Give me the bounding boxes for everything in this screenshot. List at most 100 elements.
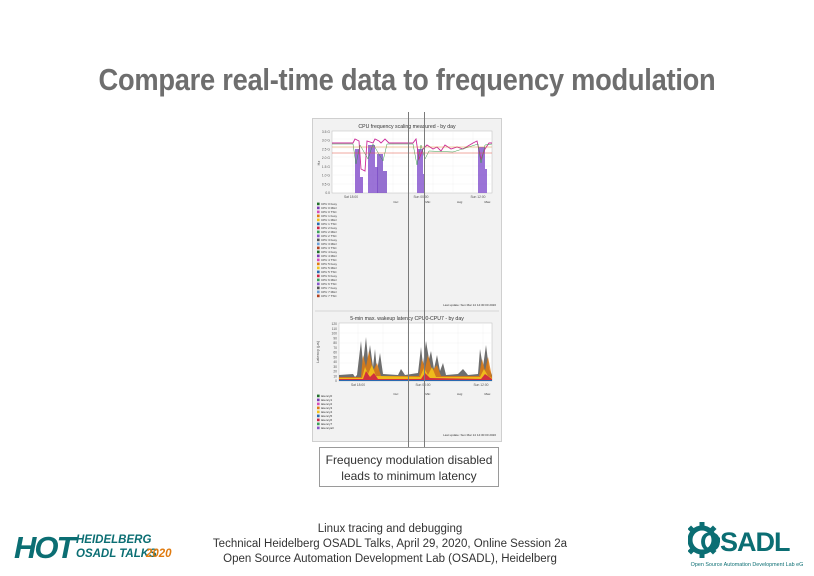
- chart1-legend-swatch: [317, 238, 320, 242]
- chart2-y-tick: 90: [333, 336, 337, 340]
- hot-logo-line2: OSADL TALKS: [76, 548, 157, 560]
- chart1-legend-entry: CPU 7 busy: [321, 286, 338, 290]
- chart2-legend-entry: latency3: [321, 406, 333, 410]
- chart1-y-tick: 1.0 G: [322, 174, 330, 178]
- chart1-legend-entry: CPU 7 TSC: [321, 294, 337, 298]
- chart1-legend-header-cell: Max:: [484, 200, 491, 204]
- chart1-legend-entry: CPU 1 MHz: [321, 218, 337, 222]
- chart2-series: [339, 337, 492, 381]
- chart1-legend-swatch: [317, 250, 320, 254]
- chart1-legend-swatch: [317, 254, 320, 258]
- chart2-x-tick: Sun 12:00: [473, 383, 488, 387]
- chart1-legend-swatch: [317, 210, 320, 214]
- chart2-legend-entry: latency6: [321, 418, 333, 422]
- chart2-legend-swatch: [317, 402, 320, 406]
- chart2-y-tick: 0: [335, 379, 337, 383]
- chart2-y-tick: 110: [332, 327, 337, 331]
- chart2-legend-entry: latency5: [321, 414, 333, 418]
- chart1-title: CPU frequency scaling measured - by day: [358, 124, 456, 130]
- chart2-legend-entry: latency0: [321, 394, 333, 398]
- chart1-legend-entry: CPU 6 TSC: [321, 282, 337, 286]
- chart2-legend-header-cell: Avg:: [457, 392, 463, 396]
- callout-line-1: Frequency modulation disabled: [325, 453, 493, 467]
- chart1-legend-entry: CPU 2 TSC: [321, 234, 337, 238]
- chart2-y-tick: 10: [333, 374, 337, 378]
- chart2-legend-entry: latency1: [321, 398, 333, 402]
- chart1-legend-entry: CPU 1 busy: [321, 214, 338, 218]
- chart2-legend-swatch: [317, 414, 320, 418]
- chart1-legend-entry: CPU 3 busy: [321, 238, 338, 242]
- chart1-legend-swatch: [317, 262, 320, 266]
- chart2-y-tick: 70: [333, 346, 337, 350]
- chart2-x-tick: Sat 18:00: [351, 383, 365, 387]
- osadl-gear-icon: [688, 522, 720, 558]
- chart2-legend-swatch: [317, 398, 320, 402]
- chart1-series: [332, 137, 493, 193]
- chart1-legend-header-cell: Avg:: [457, 200, 463, 204]
- chart1-legend-swatch: [317, 206, 320, 210]
- osadl-logo-name: OSADL: [700, 527, 790, 557]
- chart1-legend-swatch: [317, 278, 320, 282]
- cursor-line-right: [424, 112, 425, 456]
- chart1-legend-swatch: [317, 230, 320, 234]
- chart1-legend-swatch: [317, 226, 320, 230]
- chart1-y-ticks: 3.5 G 3.0 G 2.5 G 2.0 G 1.5 G 1.0 G 0.5 G 0.0: [322, 130, 330, 195]
- chart1-legend-swatch: [317, 222, 320, 226]
- hot-logo: HOT HEIDELBERG OSADL TALKS 2020: [14, 530, 172, 562]
- chart1-legend-swatch: [317, 270, 320, 274]
- chart2-y-tick: 40: [333, 360, 337, 364]
- chart2-legend-swatch: [317, 422, 320, 426]
- chart2-legend: latency0latency1latency2latency3latency4…: [317, 394, 334, 430]
- chart2-y-tick: 80: [333, 341, 337, 345]
- chart2-legend-header-cell: Max:: [484, 392, 491, 396]
- chart2-legend-swatch: [317, 406, 320, 410]
- chart2-legend-entry: latency7: [321, 422, 333, 426]
- chart1-legend-header-cell: Cur:: [393, 200, 399, 204]
- chart1-legend-entry: CPU 4 TSC: [321, 258, 337, 262]
- chart1-x-tick: Sun 12:00: [470, 195, 485, 199]
- slide-title: Compare real-time data to frequency modu…: [98, 62, 716, 97]
- chart2-title: 5-min max. wakeup latency CPU0-CPU7 - by…: [350, 316, 464, 322]
- chart1-legend-entry: CPU 5 busy: [321, 262, 338, 266]
- hot-logo-year: 2020: [145, 548, 172, 560]
- chart1-legend-swatch: [317, 282, 320, 286]
- munin-graphs-screenshot: CPU frequency scaling measured - by day …: [312, 118, 502, 442]
- munin-graphs: CPU frequency scaling measured - by day …: [315, 124, 499, 437]
- chart2-y-tick: 50: [333, 355, 337, 359]
- cursor-line-left: [408, 112, 409, 456]
- chart2-legend-swatch: [317, 426, 320, 430]
- chart1-update-note: Last update: Sun Mar 14 14:30:00 2020: [443, 303, 496, 307]
- chart1-x-tick: Sat 18:00: [344, 195, 358, 199]
- chart2-y-tick: 20: [333, 370, 337, 374]
- chart1-legend-entry: CPU 5 TSC: [321, 270, 337, 274]
- chart1-legend-swatch: [317, 242, 320, 246]
- chart2-legend-swatch: [317, 394, 320, 398]
- chart1-y-tick: 3.0 G: [322, 139, 330, 143]
- chart1-legend-swatch: [317, 218, 320, 222]
- callout-line-2: leads to minimum latency: [341, 469, 477, 483]
- chart2-legend-header-cell: Cur:: [393, 392, 399, 396]
- hot-logo-line1: HEIDELBERG: [76, 534, 151, 546]
- chart1-y-tick: 0.0: [325, 191, 330, 195]
- chart1-legend-swatch: [317, 290, 320, 294]
- chart1-legend-swatch: [317, 294, 320, 298]
- chart2-legend-header-cell: Min:: [425, 392, 431, 396]
- chart2-legend-entry: latencyall: [321, 426, 334, 430]
- chart1-legend-swatch: [317, 258, 320, 262]
- chart1-legend-swatch: [317, 214, 320, 218]
- chart1-y-tick: 2.5 G: [322, 147, 330, 151]
- chart1-legend-entry: CPU 0 TSC: [321, 210, 337, 214]
- slide-footer: Linux tracing and debugging Technical He…: [150, 522, 630, 567]
- chart1-legend-entry: CPU 0 busy: [321, 202, 338, 206]
- footer-line-1: Linux tracing and debugging: [317, 523, 463, 535]
- chart1-ylabel: Hz: [316, 161, 321, 166]
- chart2-legend-swatch: [317, 418, 320, 422]
- chart1-legend-swatch: [317, 274, 320, 278]
- chart1-legend-entry: CPU 1 TSC: [321, 222, 337, 226]
- chart2-y-tick: 30: [333, 365, 337, 369]
- footer-line-3: Open Source Automation Development Lab (…: [223, 553, 557, 565]
- chart1-legend-entry: CPU 3 TSC: [321, 246, 337, 250]
- chart1-legend-swatch: [317, 202, 320, 206]
- chart1-x-ticks: Sat 18:00 Sun 00:00 Sun 12:00: [344, 195, 486, 199]
